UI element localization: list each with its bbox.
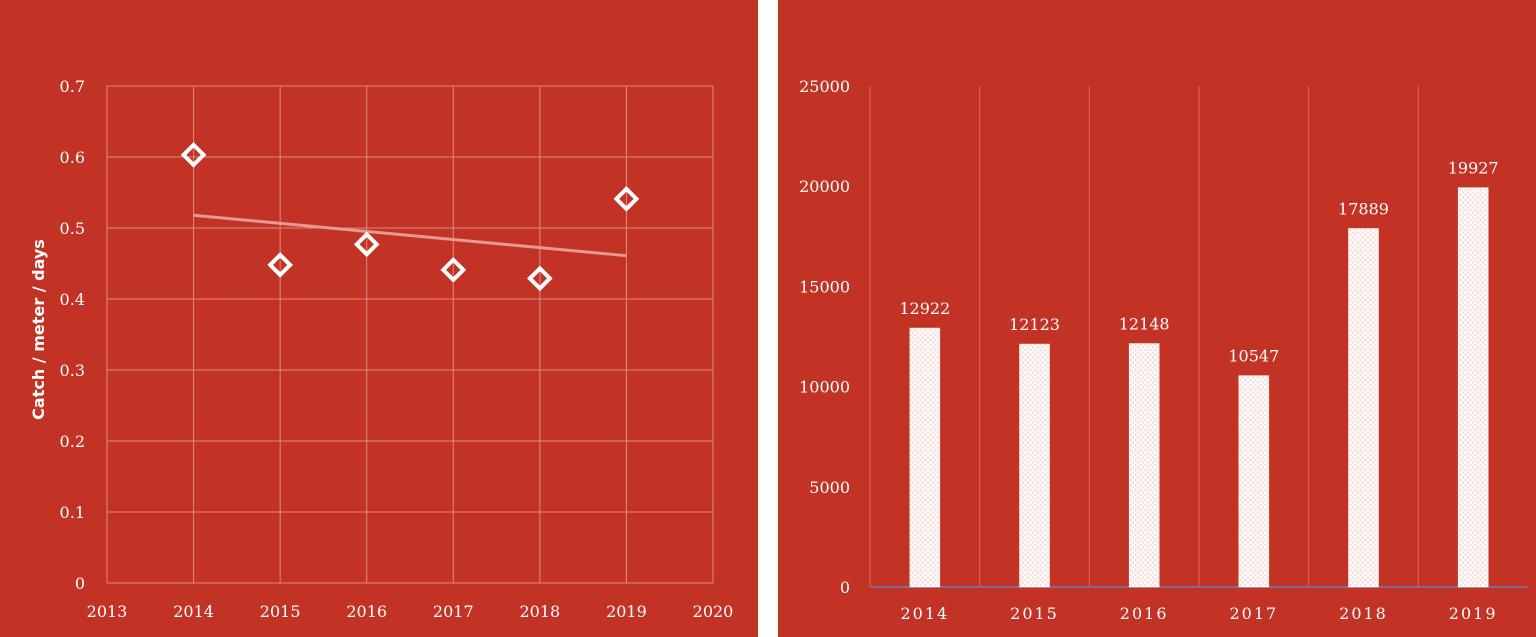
x-tick-label: 2019 <box>606 602 647 621</box>
y-tick-label: 5000 <box>809 478 850 497</box>
y-axis-label: Catch / meter / days <box>29 239 48 420</box>
trend-line <box>193 213 627 258</box>
data-label: 10547 <box>1228 347 1279 366</box>
y-tick-label: 0.6 <box>60 148 85 167</box>
x-tick-label: 2017 <box>433 602 474 621</box>
x-tick-label: 2013 <box>87 602 128 621</box>
y-tick-label: 0.4 <box>60 290 85 309</box>
data-point-2015 <box>267 252 293 278</box>
data-label: 19927 <box>1448 159 1499 178</box>
x-tick-label: 2020 <box>693 602 734 621</box>
data-label: 17889 <box>1338 200 1389 219</box>
y-tick-label: 0.7 <box>60 77 85 96</box>
x-tick-label: 2019 <box>1449 604 1498 623</box>
x-tick-label: 2016 <box>346 602 387 621</box>
bar-2019 <box>1457 187 1489 588</box>
data-label: 12123 <box>1009 315 1060 334</box>
bar-2015 <box>1019 343 1050 588</box>
bar-2017 <box>1238 375 1270 588</box>
y-tick-label: 0 <box>75 574 85 593</box>
data-point-2017 <box>440 257 467 283</box>
x-tick-label: 2018 <box>1339 604 1388 623</box>
x-tick-label: 2014 <box>173 602 214 621</box>
x-tick-label: 2018 <box>519 602 560 621</box>
x-tick-label: 2014 <box>900 604 949 623</box>
x-tick-label: 2017 <box>1229 604 1278 623</box>
y-tick-label: 10000 <box>799 378 850 397</box>
scatter-chart-panel: 0 0.1 0.2 0.3 0.4 0.5 0.6 0.7 2013 2014 2015 2016 20… <box>0 0 758 637</box>
y-tick-label: 0 <box>840 578 850 597</box>
x-tick-label: 2016 <box>1120 604 1169 623</box>
x-tick-label: 2015 <box>260 602 301 621</box>
data-point-2019 <box>613 186 640 212</box>
bar-chart-panel: 0 5000 10000 15000 20000 25000 12922 2014 12123 2… <box>778 0 1536 637</box>
x-tick-label: 2015 <box>1010 604 1059 623</box>
y-tick-label: 15000 <box>799 277 850 296</box>
bar-2016 <box>1128 343 1160 588</box>
y-tick-label: 0.2 <box>60 432 85 451</box>
bar-2014 <box>909 327 941 588</box>
scatter-chart: 0 0.1 0.2 0.3 0.4 0.5 0.6 0.7 2013 2014 2015 2016 20… <box>29 77 734 621</box>
y-tick-label: 20000 <box>799 177 850 196</box>
bar-chart: 0 5000 10000 15000 20000 25000 12922 2014 12123 2… <box>799 77 1528 623</box>
data-label: 12148 <box>1119 315 1170 334</box>
y-tick-label: 0.1 <box>60 503 85 522</box>
y-tick-label: 25000 <box>799 77 850 96</box>
y-tick-label: 0.3 <box>60 361 85 380</box>
data-label: 12922 <box>899 299 950 318</box>
data-point-2018 <box>527 265 553 292</box>
data-point-2014 <box>180 142 207 168</box>
bar-2018 <box>1348 228 1379 588</box>
data-point-2016 <box>353 231 380 258</box>
y-tick-label: 0.5 <box>60 219 85 238</box>
